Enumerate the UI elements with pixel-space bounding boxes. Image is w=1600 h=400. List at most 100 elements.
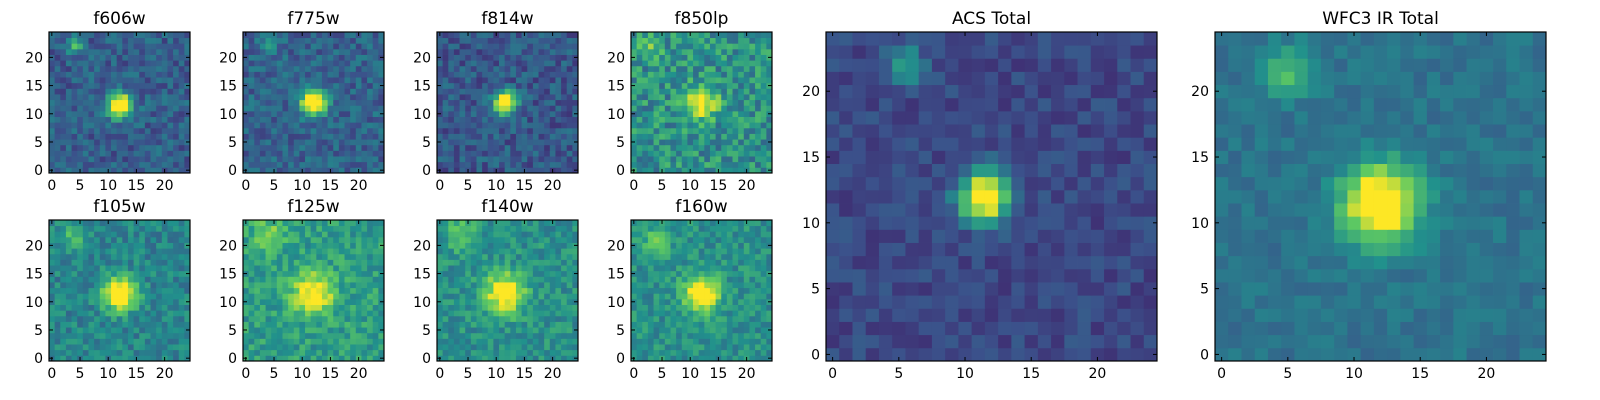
heatmap-cell bbox=[167, 65, 174, 72]
heatmap-cell bbox=[378, 127, 385, 134]
heatmap-cell bbox=[726, 304, 733, 311]
heatmap-cell bbox=[310, 161, 317, 168]
heatmap-cell bbox=[156, 253, 163, 260]
heatmap-cell bbox=[122, 304, 129, 311]
heatmap-cell bbox=[122, 315, 129, 322]
heatmap-cell bbox=[704, 270, 711, 277]
heatmap-cell bbox=[271, 71, 278, 78]
heatmap-cell bbox=[243, 105, 250, 112]
heatmap-cell bbox=[350, 105, 357, 112]
heatmap-cell bbox=[355, 231, 362, 238]
heatmap-cell bbox=[49, 287, 56, 294]
heatmap-cell bbox=[555, 332, 562, 339]
heatmap-cell bbox=[327, 105, 334, 112]
heatmap-cell bbox=[448, 110, 455, 117]
heatmap-cell bbox=[327, 321, 334, 328]
heatmap-cell bbox=[681, 122, 688, 129]
heatmap-cell bbox=[544, 287, 551, 294]
heatmap-cell bbox=[442, 60, 449, 67]
heatmap-cell bbox=[333, 37, 340, 44]
heatmap-cell bbox=[676, 293, 683, 300]
heatmap-cell bbox=[367, 150, 374, 157]
heatmap-cell bbox=[167, 349, 174, 356]
heatmap-cell bbox=[459, 310, 466, 317]
heatmap-cell bbox=[161, 270, 168, 277]
heatmap-cell bbox=[139, 304, 146, 311]
heatmap-cell bbox=[355, 133, 362, 140]
heatmap-cell bbox=[184, 150, 191, 157]
heatmap-cell bbox=[448, 116, 455, 123]
heatmap-cell bbox=[453, 298, 460, 305]
heatmap-cell bbox=[749, 110, 756, 117]
heatmap-cell bbox=[709, 43, 716, 50]
heatmap-cell bbox=[299, 144, 306, 151]
heatmap-cell bbox=[111, 71, 118, 78]
heatmap-cell bbox=[127, 315, 134, 322]
heatmap-cell bbox=[476, 88, 483, 95]
heatmap-cell bbox=[521, 310, 528, 317]
heatmap-cell bbox=[499, 287, 506, 294]
heatmap-cell bbox=[527, 144, 534, 151]
heatmap-cell bbox=[476, 327, 483, 334]
heatmap-cell bbox=[448, 60, 455, 67]
heatmap-cell bbox=[493, 156, 500, 163]
heatmap-cell bbox=[316, 37, 323, 44]
heatmap-cell bbox=[60, 236, 67, 243]
heatmap-cell bbox=[566, 99, 573, 106]
heatmap-cell bbox=[282, 231, 289, 238]
heatmap-cell bbox=[704, 310, 711, 317]
y-tick-label: 0 bbox=[34, 351, 43, 367]
heatmap-cell bbox=[532, 259, 539, 266]
heatmap-cell bbox=[293, 122, 300, 129]
heatmap-cell bbox=[248, 304, 255, 311]
heatmap-cell bbox=[105, 161, 112, 168]
heatmap-cell bbox=[487, 144, 494, 151]
heatmap-cell bbox=[493, 127, 500, 134]
heatmap-cell bbox=[77, 122, 84, 129]
heatmap-cell bbox=[527, 127, 534, 134]
heatmap-cell bbox=[65, 116, 72, 123]
heatmap-cell bbox=[681, 338, 688, 345]
heatmap-cell bbox=[470, 156, 477, 163]
heatmap-cell bbox=[743, 122, 750, 129]
heatmap-cell bbox=[150, 304, 157, 311]
heatmap-cell bbox=[676, 110, 683, 117]
heatmap-cell bbox=[355, 88, 362, 95]
y-tick-label: 5 bbox=[228, 323, 237, 339]
heatmap-cell bbox=[659, 110, 666, 117]
heatmap-cell bbox=[127, 161, 134, 168]
heatmap-cell bbox=[60, 144, 67, 151]
heatmap-cell bbox=[544, 253, 551, 260]
heatmap-cell bbox=[715, 77, 722, 84]
heatmap-cell bbox=[310, 167, 317, 174]
heatmap-cell bbox=[265, 304, 272, 311]
heatmap-cell bbox=[105, 156, 112, 163]
heatmap-cell bbox=[448, 355, 455, 362]
heatmap-cell bbox=[453, 327, 460, 334]
heatmap-cell bbox=[49, 88, 56, 95]
heatmap-cell bbox=[316, 77, 323, 84]
heatmap-cell bbox=[178, 338, 185, 345]
heatmap-cell bbox=[482, 265, 489, 272]
heatmap-cell bbox=[184, 225, 191, 232]
heatmap-cell bbox=[367, 110, 374, 117]
heatmap-cell bbox=[721, 304, 728, 311]
heatmap-cell bbox=[760, 161, 767, 168]
heatmap-cell bbox=[282, 94, 289, 101]
heatmap-cell bbox=[693, 276, 700, 283]
heatmap-cell bbox=[305, 88, 312, 95]
heatmap-cell bbox=[71, 321, 78, 328]
heatmap-cell bbox=[65, 259, 72, 266]
heatmap-cell bbox=[459, 259, 466, 266]
heatmap-cell bbox=[139, 116, 146, 123]
heatmap-cell bbox=[698, 270, 705, 277]
heatmap-cell bbox=[681, 293, 688, 300]
heatmap-cell bbox=[88, 161, 95, 168]
heatmap-cell bbox=[173, 156, 180, 163]
heatmap-cell bbox=[687, 122, 694, 129]
heatmap-cell bbox=[355, 332, 362, 339]
heatmap-cell bbox=[338, 248, 345, 255]
heatmap-cell bbox=[271, 304, 278, 311]
heatmap-cell bbox=[144, 77, 151, 84]
